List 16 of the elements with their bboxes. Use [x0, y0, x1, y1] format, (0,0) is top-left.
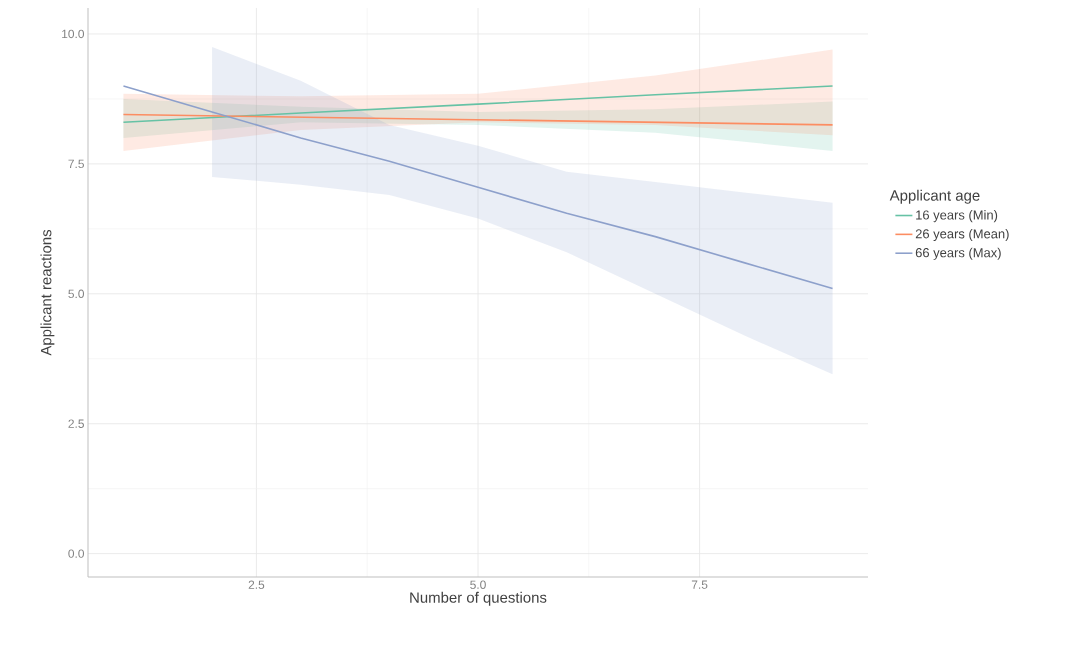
x-tick-label: 5.0	[470, 580, 486, 589]
x-tick-label: 7.5	[691, 580, 708, 589]
y-tick-label: 5.0	[68, 289, 85, 299]
y-tick-label: 7.5	[68, 159, 84, 169]
y-axis-title: Applicant reactions	[40, 229, 55, 356]
legend-label: 66 years (Max)	[915, 247, 1001, 260]
y-tick-label: 10.0	[62, 29, 85, 39]
legend-title: Applicant age	[889, 189, 980, 204]
line-series	[122, 85, 834, 290]
y-tick-label: 2.5	[68, 419, 84, 428]
y-tick-label: 0.0	[68, 549, 85, 558]
legend-label: 26 years (Mean)	[915, 228, 1009, 241]
x-axis-title: Number of questions	[410, 591, 547, 606]
legend-label: 16 years (Min)	[916, 210, 998, 223]
line-series	[122, 85, 834, 124]
x-tick-label: 2.5	[248, 580, 265, 589]
